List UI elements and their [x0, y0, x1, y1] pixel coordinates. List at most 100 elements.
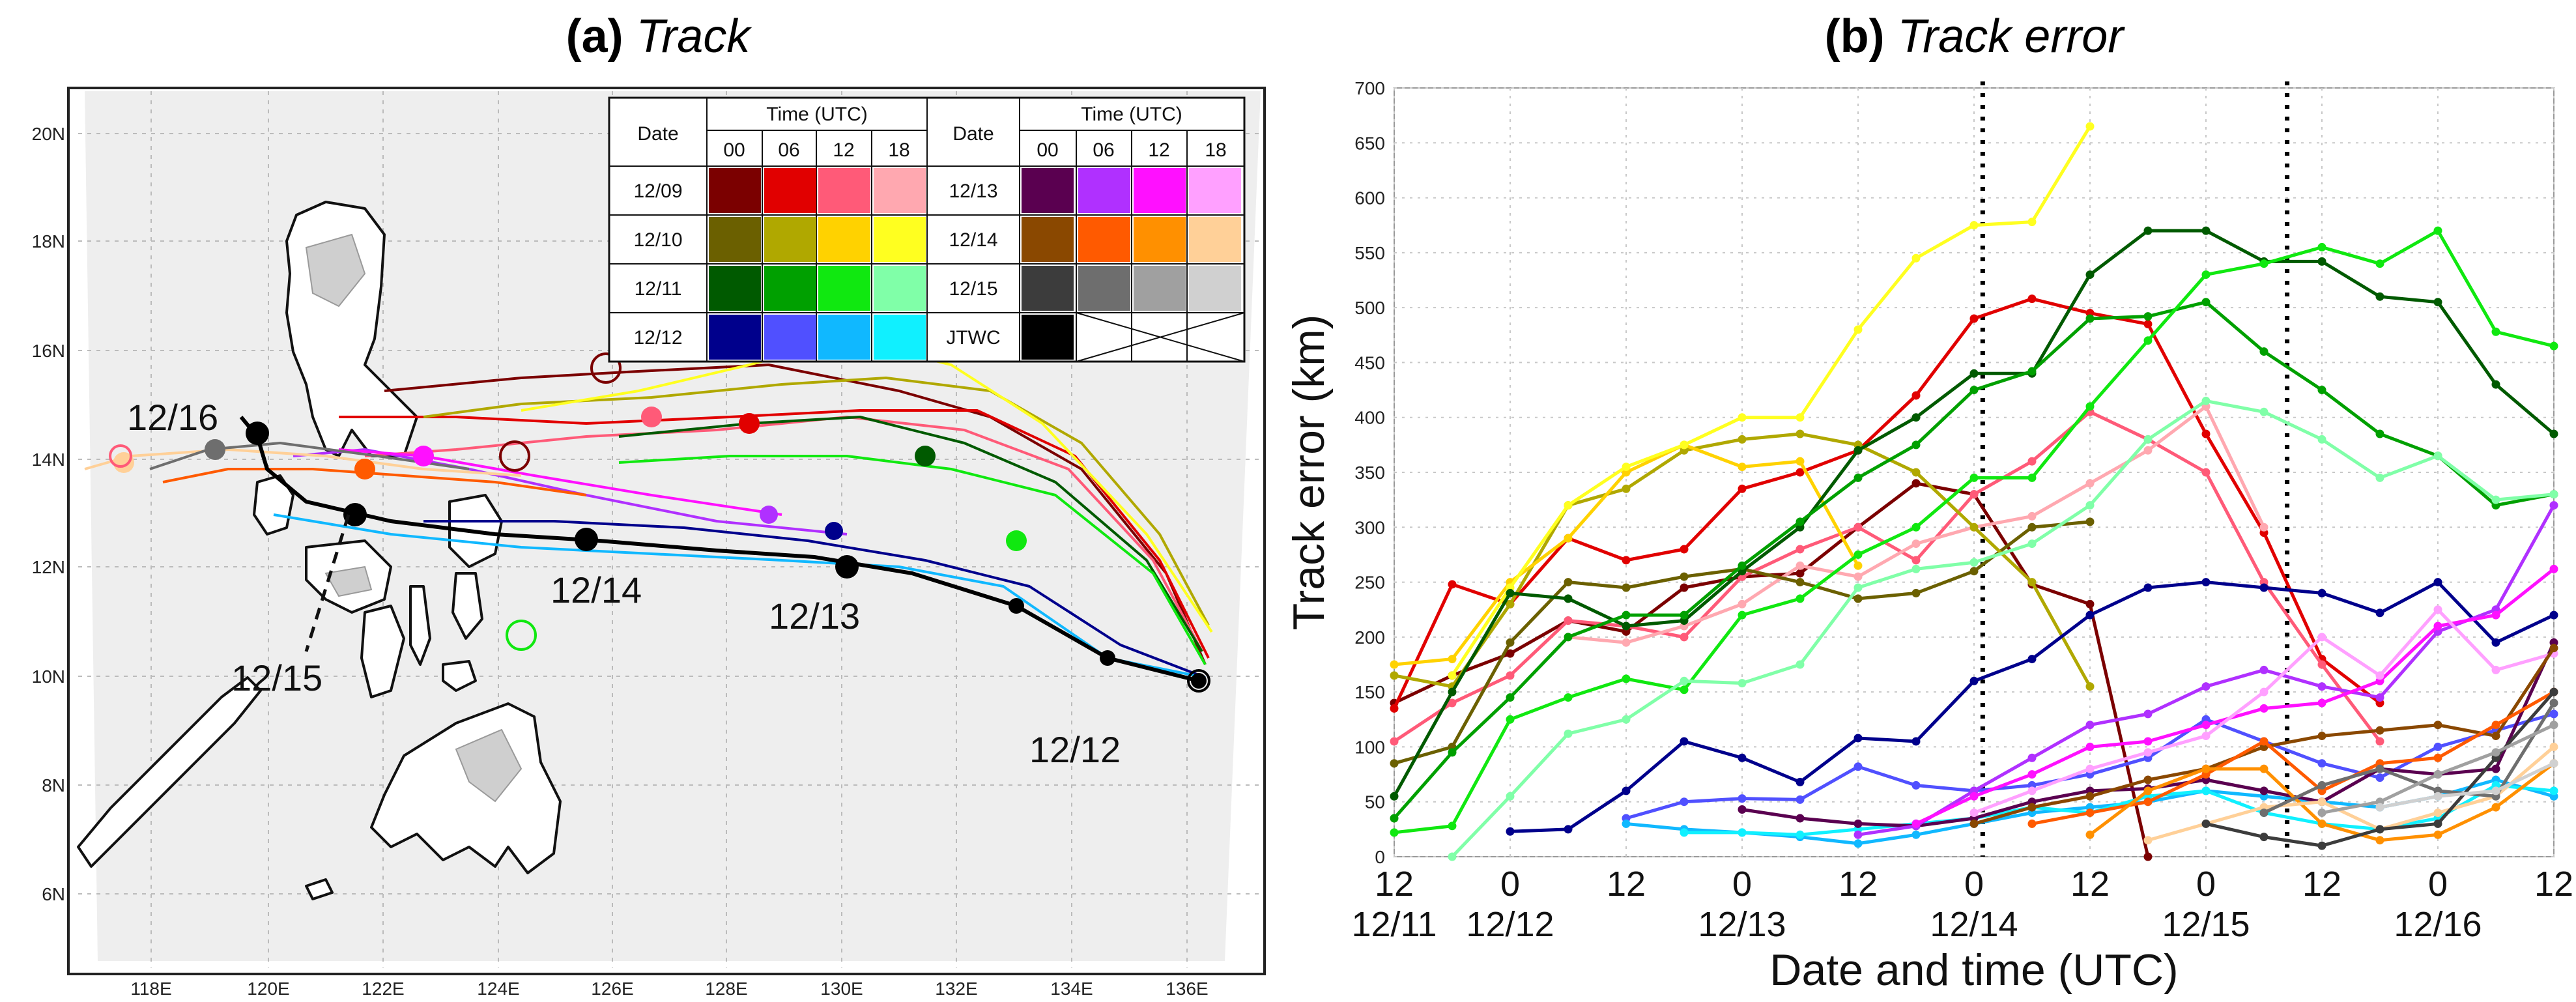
data-point [2027, 655, 2037, 664]
coast-mindoro [253, 474, 294, 536]
track-1215-06 [149, 442, 470, 470]
annotation-1215-leader [304, 514, 351, 652]
track-markers [109, 341, 1210, 693]
data-point [2201, 721, 2211, 730]
lat-label: 20N [32, 124, 65, 144]
data-point [2085, 610, 2095, 620]
data-point [2433, 605, 2442, 614]
data-point [1969, 473, 1979, 482]
data-point [2027, 218, 2037, 227]
data-point [2317, 841, 2326, 850]
data-point [2491, 610, 2500, 620]
data-point [2027, 578, 2037, 587]
data-point [2259, 522, 2268, 532]
legend-jtwc-blank [1076, 312, 1245, 362]
data-point [2433, 721, 2442, 730]
data-point [1853, 830, 1863, 839]
lon-label: 126E [591, 979, 633, 999]
data-point [2085, 314, 2095, 323]
data-point [2549, 610, 2558, 620]
legend-hour: 06 [1093, 139, 1114, 161]
reference-lines [1980, 81, 2290, 857]
track-point [506, 620, 537, 651]
data-point [2433, 770, 2442, 779]
data-point [2259, 809, 2268, 818]
legend-swatch [709, 168, 761, 213]
data-point [1506, 599, 1515, 608]
data-point [1448, 748, 1457, 757]
track-point [835, 555, 859, 579]
data-point [2433, 742, 2442, 751]
data-point [1622, 786, 1631, 795]
data-point [2201, 396, 2211, 405]
data-point [1622, 715, 1631, 724]
data-point [1911, 539, 1921, 549]
x-axis-label: Date and time (UTC) [1769, 945, 2178, 995]
y-tick-label: 350 [1354, 463, 1385, 483]
legend-swatch [1078, 217, 1130, 262]
x-hour-label: 0 [2428, 865, 2448, 904]
data-point [2085, 764, 2095, 773]
y-axis: 0 50 100 150 200 250 300 350 400 450 500 550 600 650 7… [1354, 78, 1385, 867]
track-point [825, 522, 843, 540]
data-point [1738, 610, 1747, 620]
data-point [1622, 674, 1631, 683]
track-point [641, 407, 662, 427]
track-point [1100, 650, 1115, 666]
data-point [1969, 490, 1979, 499]
data-point [1853, 594, 1863, 603]
data-point [1680, 610, 1689, 620]
data-point [2143, 836, 2153, 845]
data-point [1564, 729, 1573, 738]
legend-swatch [709, 217, 761, 262]
data-point [2317, 698, 2326, 708]
data-point [2317, 809, 2326, 818]
legend-swatch [818, 168, 870, 213]
data-point [1564, 633, 1573, 642]
data-point [2259, 786, 2268, 795]
data-point [1853, 839, 1863, 848]
series-line [2147, 745, 2555, 842]
legend-swatch [1189, 266, 1241, 311]
data-point [1911, 819, 1921, 828]
data-point [2201, 786, 2211, 795]
legend-hour: 18 [888, 139, 909, 161]
data-point [2143, 583, 2153, 592]
legend-header-date: Date [637, 123, 678, 145]
data-point [2317, 435, 2326, 444]
data-point [2549, 564, 2558, 573]
data-point [2143, 446, 2153, 455]
data-point [1680, 440, 1689, 450]
data-point [1911, 468, 1921, 477]
data-point [1680, 828, 1689, 837]
data-point [1853, 473, 1863, 482]
data-point [1738, 599, 1747, 608]
track-point [205, 439, 225, 460]
data-point [2549, 742, 2558, 751]
data-point [2027, 522, 2037, 532]
track-point [760, 506, 778, 524]
data-point [1796, 830, 1805, 839]
x-date-label: 12/13 [1698, 905, 1786, 944]
lon-label: 134E [1050, 979, 1093, 999]
x-hour-label: 0 [1500, 865, 1520, 904]
track-1210-06 [423, 377, 1210, 626]
legend-swatch [764, 266, 816, 311]
data-point [1506, 649, 1515, 658]
data-point [1448, 580, 1457, 589]
y-axis-label: Track error (km) [1284, 315, 1334, 631]
data-point [1506, 715, 1515, 724]
data-point [2259, 833, 2268, 842]
data-point [2375, 764, 2384, 773]
data-point [2433, 792, 2442, 801]
legend-date: 12/10 [633, 229, 682, 251]
data-point [1506, 827, 1515, 836]
track-point [915, 446, 936, 466]
chart-series [1390, 122, 2558, 861]
data-point [2317, 588, 2326, 597]
data-point [1564, 693, 1573, 702]
annotation-1212: 12/12 [1029, 729, 1121, 770]
data-point [2375, 726, 2384, 735]
